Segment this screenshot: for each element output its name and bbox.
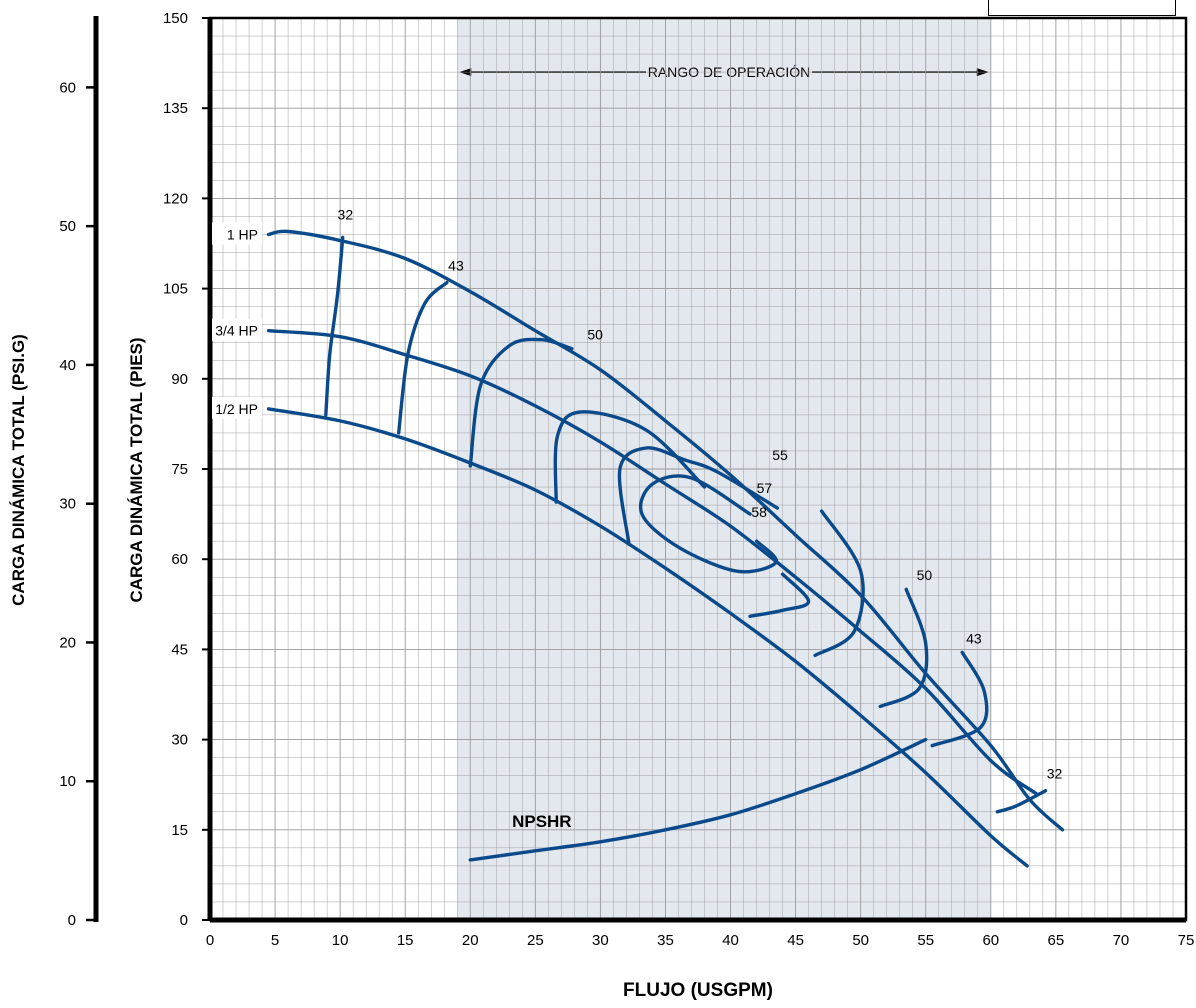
efficiency-contour (617, 446, 780, 546)
y-tick-label: 150 (163, 10, 188, 27)
efficiency-label: 58 (751, 504, 767, 520)
npshr-label: NPSHR (512, 812, 572, 831)
efficiency-contour (553, 410, 707, 504)
y-tick-label: 30 (171, 732, 188, 749)
x-tick-label: 60 (982, 932, 999, 949)
x-tick-label: 10 (332, 932, 349, 949)
efficiency-contour (930, 650, 989, 748)
psi-tick-label: 10 (59, 773, 76, 790)
y-tick-label: 120 (163, 190, 188, 207)
corner-box (988, 0, 1176, 16)
y-tick-label: 0 (180, 912, 188, 929)
y-tick-label: 135 (163, 100, 188, 117)
y-tick-label: 60 (171, 551, 188, 568)
x-tick-label: 5 (271, 932, 279, 949)
curve-npshr (468, 737, 928, 862)
psi-tick-label: 20 (59, 634, 76, 651)
psi-tick-label: 30 (59, 496, 76, 513)
x-tick-label: 55 (917, 932, 934, 949)
efficiency-label: 50 (917, 567, 933, 583)
efficiency-contour (397, 280, 449, 435)
x-tick-label: 30 (592, 932, 609, 949)
psi-tick-label: 60 (59, 79, 76, 96)
psi-tick-label: 40 (59, 357, 76, 374)
efficiency-label: 32 (338, 206, 354, 222)
psi-tick-label: 50 (59, 218, 76, 235)
x-tick-label: 45 (787, 932, 804, 949)
y-tick-label: 105 (163, 281, 188, 298)
efficiency-contour (878, 587, 929, 709)
y-tick-label: 15 (171, 822, 188, 839)
efficiency-contour (638, 474, 779, 574)
efficiency-label: 32 (1047, 766, 1063, 782)
x-tick-label: 35 (657, 932, 674, 949)
efficiency-contour (813, 509, 865, 658)
curve-label: 3/4 HP (215, 323, 258, 339)
curve-label-bg (212, 318, 262, 341)
curve-1-hp (266, 229, 1065, 832)
curve-label: 1/2 HP (215, 401, 258, 417)
y-tick-label: 75 (171, 461, 188, 478)
x-tick-label: 25 (527, 932, 544, 949)
efficiency-contour (468, 337, 574, 468)
efficiency-label: 57 (757, 480, 773, 496)
psi-tick-label: 0 (68, 912, 76, 929)
x-tick-label: 0 (206, 932, 214, 949)
y-tick-label: 45 (171, 641, 188, 658)
efficiency-label: 43 (448, 258, 464, 274)
x-axis-title: FLUJO (USGPM) (623, 980, 773, 1001)
curve-label: 1 HP (227, 226, 258, 242)
x-tick-label: 50 (852, 932, 869, 949)
curve-1-2-hp (266, 407, 1029, 868)
x-tick-label: 75 (1178, 932, 1195, 949)
efficiency-label: 55 (772, 447, 788, 463)
x-tick-label: 40 (722, 932, 739, 949)
y-tick-label: 90 (171, 371, 188, 388)
x-tick-label: 70 (1113, 932, 1130, 949)
x-tick-label: 15 (397, 932, 414, 949)
efficiency-label: 43 (966, 630, 982, 646)
x-tick-label: 20 (462, 932, 479, 949)
efficiency-contour (748, 572, 811, 618)
y-axis-title-pies: CARGA DINÁMICA TOTAL (PIES) (127, 337, 146, 602)
efficiency-contour (324, 235, 345, 417)
curve-label-bg (212, 396, 262, 419)
y-axis-title-psi: CARGA DINÁMICA TOTAL (PSI.G) (9, 334, 28, 606)
x-tick-label: 65 (1048, 932, 1065, 949)
efficiency-label: 50 (587, 327, 603, 343)
curve-label-bg (212, 222, 262, 245)
curve-3-4-hp (266, 329, 1038, 796)
efficiency-contour (995, 789, 1048, 814)
